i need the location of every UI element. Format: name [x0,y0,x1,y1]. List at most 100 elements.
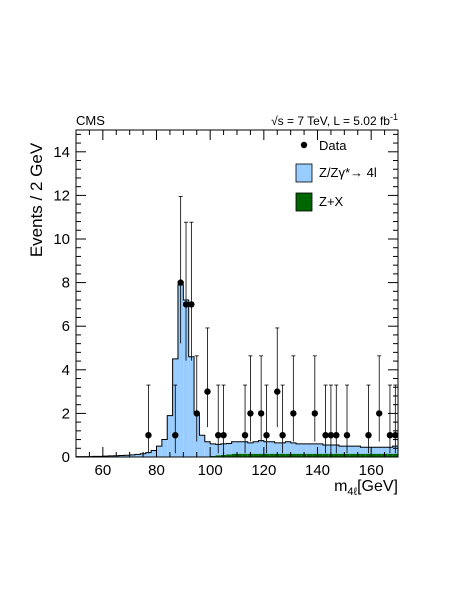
data-point [177,279,184,286]
x-tick-label: 60 [94,462,111,479]
zx-bar [333,453,339,457]
legend: Data Z/Zγ*→ 4l Z+X [295,138,377,212]
data-point [386,432,394,439]
zx-bar [349,453,356,457]
x-tick-label: 120 [251,462,276,479]
x-axis-label-main: m [334,478,347,495]
zz-bar [210,443,216,456]
zz-bar [118,455,125,457]
zz-bar [269,441,275,454]
zz-bar [167,415,173,457]
data-points [145,196,399,454]
zx-bar [285,453,291,457]
zz-bar [145,452,152,457]
x-tick-label: 100 [198,462,223,479]
zz-bar [338,446,345,454]
zx-bar [210,455,216,457]
zz-bar [177,284,184,457]
legend-label-data: Data [319,138,347,153]
zz-bar [274,442,280,454]
energy-luminosity-label: √s = 7 TeV, L = 5.02 fb-1 [271,112,398,128]
zx-bar [387,453,393,457]
zz-bar [371,447,377,454]
zx-bar [296,453,302,457]
data-point [188,301,195,308]
zz-bar [296,443,302,454]
zz-bar [199,435,205,457]
zx-bar [322,453,329,457]
zz-bar [204,441,211,457]
zz-bar [349,446,356,454]
zz-bar [108,455,114,457]
y-tick-label: 8 [62,275,70,292]
data-point [193,410,200,417]
zz-bar [355,446,361,454]
zz-bar [151,450,157,457]
zx-bar [392,453,398,457]
zz-bar [312,443,318,454]
x-axis-label-subscript: 4ℓ [347,486,357,498]
zz-bar [188,356,195,457]
zz-bar [253,441,259,454]
zx-bar [371,453,377,457]
experiment-label: CMS [76,113,105,128]
y-tick-label: 12 [53,187,70,204]
x-axis-label: m4ℓ[GeV] [334,478,398,498]
zz-bar [161,439,168,457]
zz-bar [129,454,136,457]
zx-bar [226,454,232,457]
data-point [327,432,335,439]
y-tick-label: 6 [62,318,70,335]
zz-bar [301,443,307,454]
zz-bar [360,447,366,454]
data-point [257,410,265,417]
data-point [263,432,270,439]
data-point [290,410,297,417]
legend-label-zz: Z/Zγ*→ 4l [319,165,377,180]
y-axis-label: Events / 2 GeV [27,142,46,257]
histogram-outline [75,284,398,458]
zz-bar [237,441,243,454]
zx-bar [237,453,243,457]
y-tick-label: 2 [62,405,70,422]
energy-luminosity-text: √s = 7 TeV, L = 5.02 fb [271,114,390,128]
zx-bar [269,453,275,457]
zx-bar [242,453,248,457]
zx-bar [290,453,297,457]
zx-bar [279,453,286,457]
zx-bar [338,453,345,457]
legend-label-zx: Z+X [319,194,344,209]
zx-bar [215,455,221,457]
x-axis-label-unit: [GeV] [357,478,398,495]
zx-bar [263,453,270,457]
zx-bar [376,453,382,457]
data-point [247,410,254,417]
stacked-histogram [76,284,398,457]
y-tick-label: 4 [62,362,70,379]
zx-bar [312,453,318,457]
zx-bar [253,453,259,457]
data-point [333,432,340,439]
luminosity-exponent: -1 [390,112,398,122]
data-point [392,432,399,439]
zz-bar [317,443,323,454]
data-point [172,432,179,439]
zz-bar [135,454,141,457]
data-point [182,301,190,308]
zx-bar [231,453,237,457]
zx-bar [317,453,323,457]
zz-bar [381,447,388,454]
x-tick-label: 140 [305,462,330,479]
data-point [274,388,281,395]
zz-bar [124,455,130,457]
zz-bar [258,440,264,454]
x-tick-label: 80 [148,462,165,479]
y-tick-label: 14 [53,144,70,161]
zz-bar [290,442,297,454]
y-tick-label: 10 [53,231,70,248]
y-tick-label: 0 [62,449,70,466]
data-point [241,432,249,439]
zz-bar [376,447,382,454]
data-point [145,432,152,439]
